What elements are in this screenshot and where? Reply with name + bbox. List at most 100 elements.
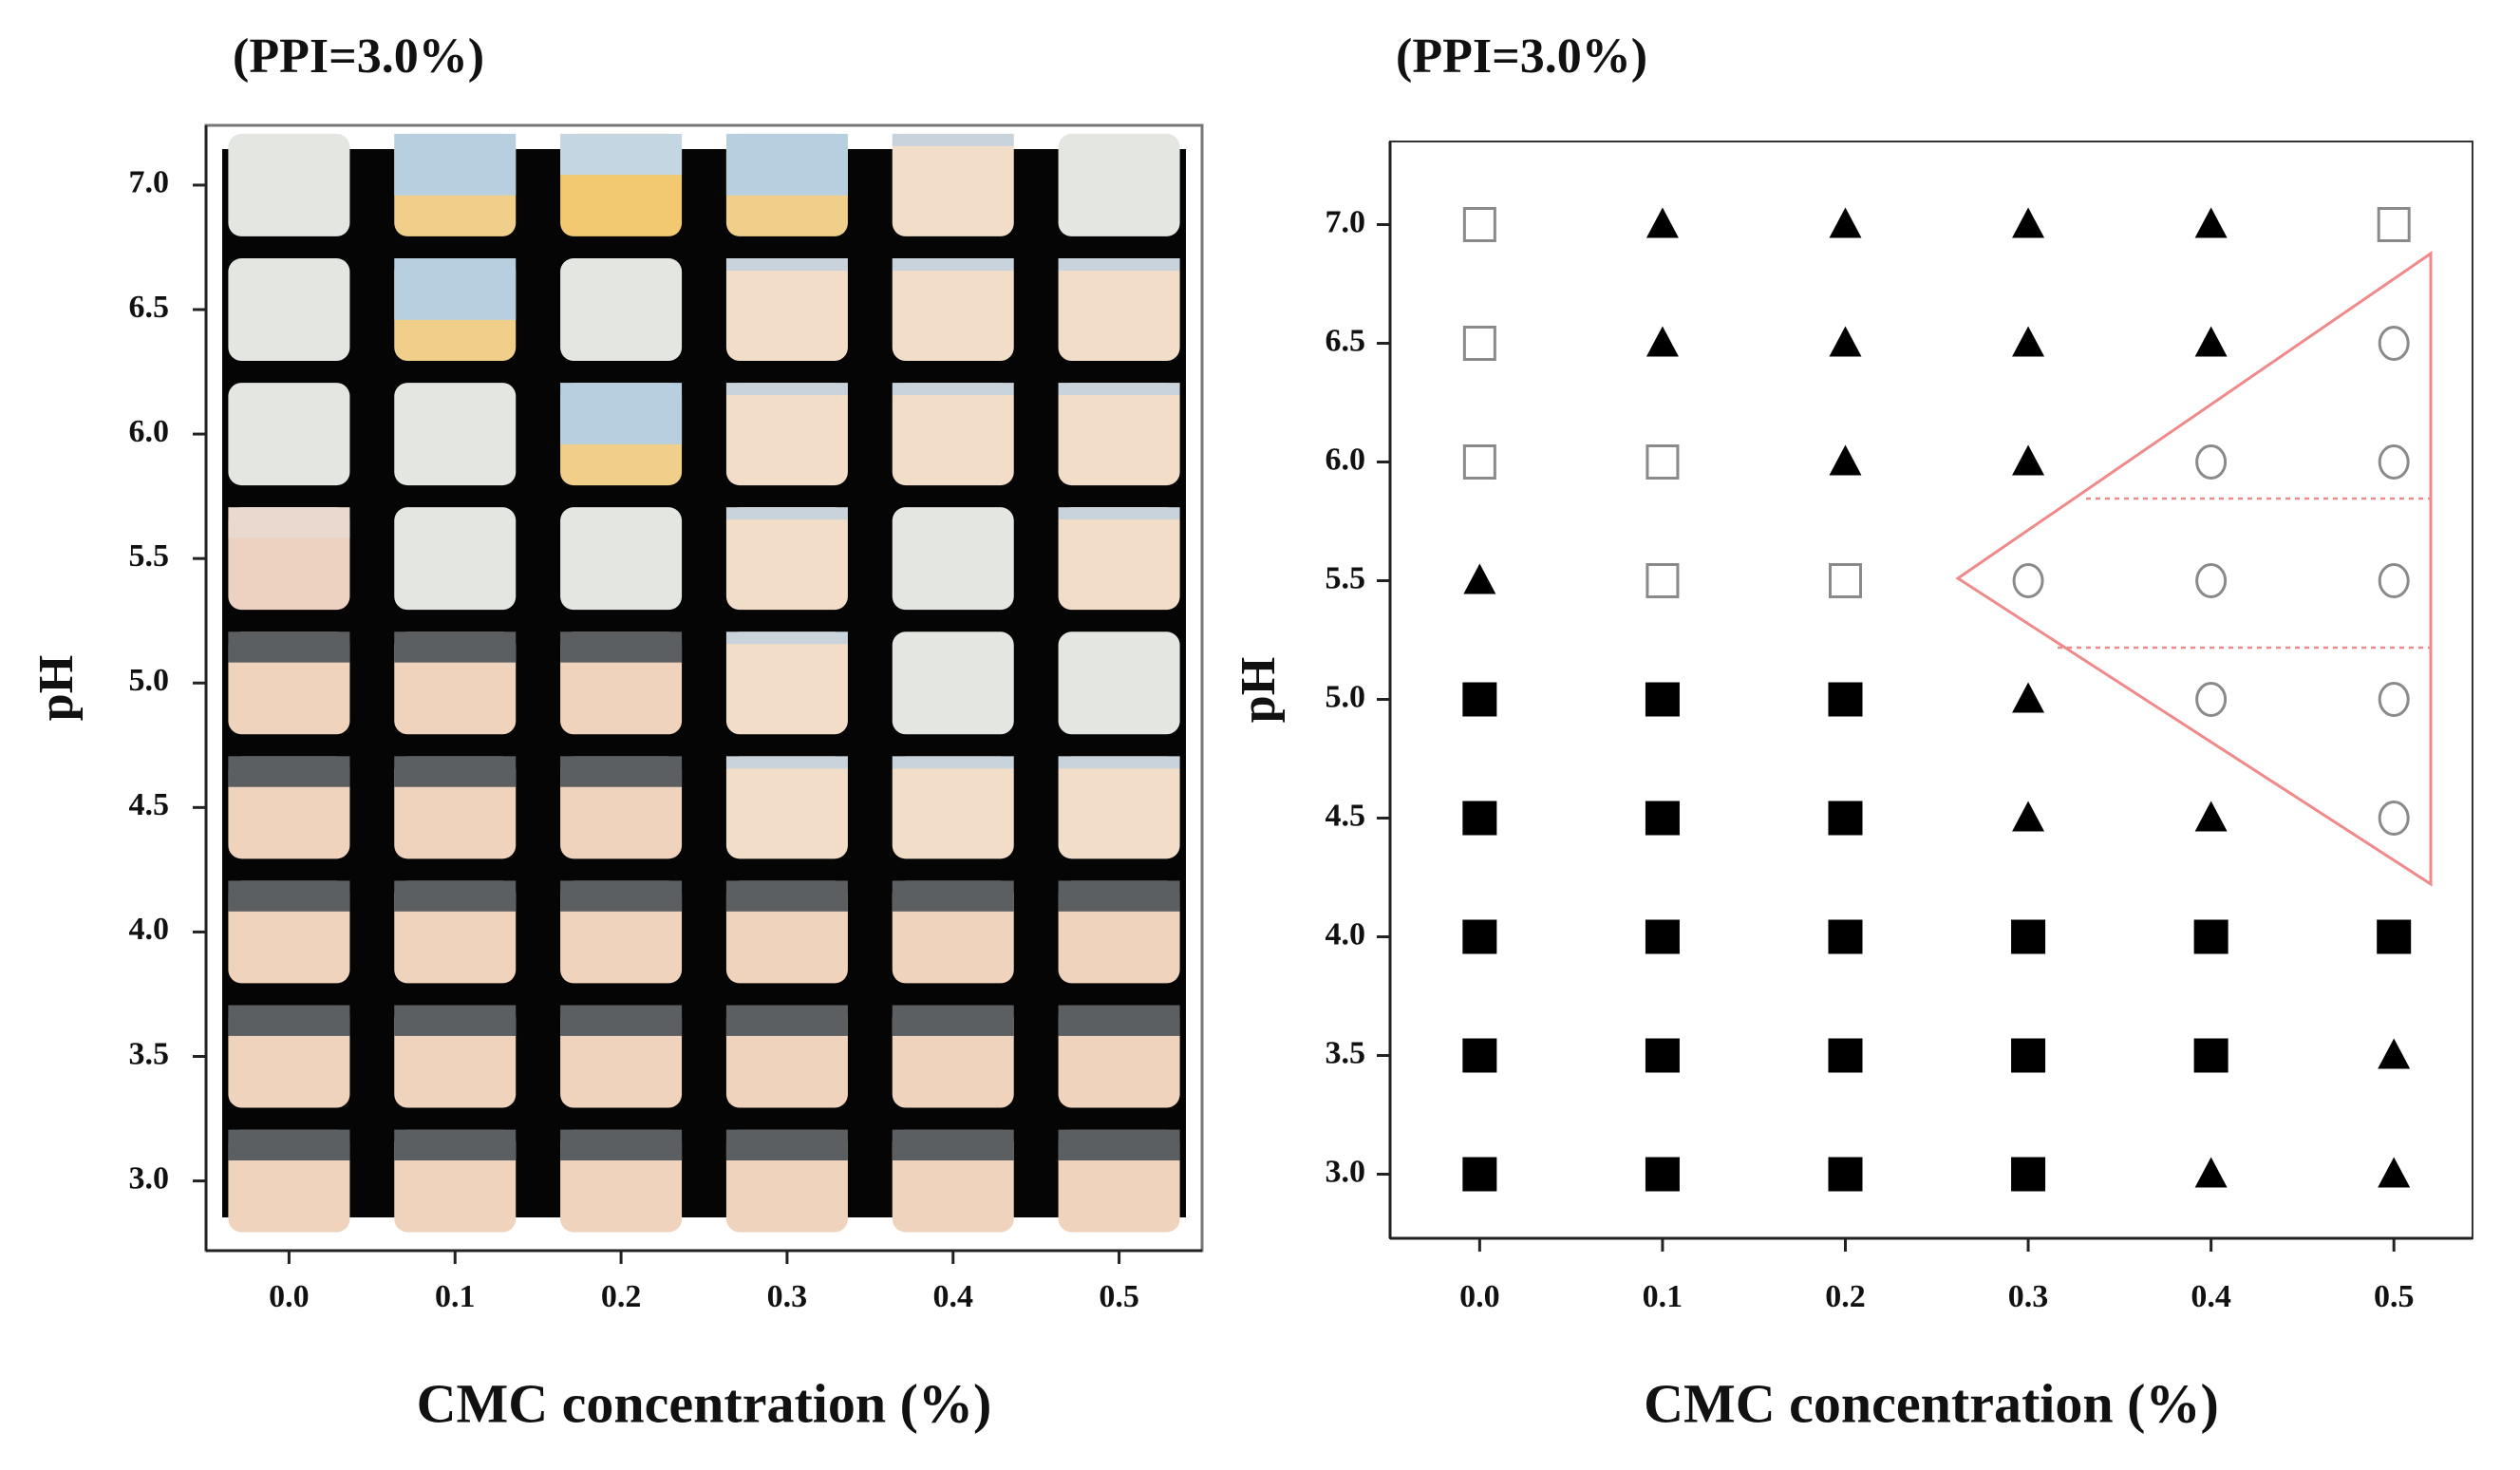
square-marker [1462,1038,1497,1073]
tube-top [560,1005,683,1036]
square-marker [1462,919,1497,954]
square-marker [1828,801,1863,836]
y-tick-label: 4.0 [129,912,170,947]
square-marker [1828,919,1863,954]
open-circle-marker [2012,563,2044,598]
tube-top [228,1129,350,1160]
tube-top [228,756,350,787]
tube-top [560,1129,683,1160]
open-square-marker [1462,207,1496,242]
x-tick-label: 0.5 [2374,1279,2415,1314]
triangle-marker [2378,1038,2411,1069]
open-circle-marker [2195,444,2228,480]
triangle-marker [1646,207,1679,238]
tube-body [394,383,517,486]
x-tick-label: 0.3 [767,1279,808,1314]
tube-top [725,880,848,912]
open-square-marker [1462,326,1496,361]
triangle-marker [2012,326,2045,357]
tube-body [1058,631,1180,735]
tube-top [394,880,517,912]
tube-top [892,133,1014,146]
square-marker [2377,919,2412,954]
tube-top [892,258,1014,271]
tube-top [725,756,848,769]
square-marker [1645,1157,1680,1192]
y-tick-label: 5.5 [1326,560,1366,595]
open-circle-marker [2378,563,2410,598]
tube-top [725,1005,848,1036]
triangle-marker [1463,563,1496,594]
tube-top [725,383,848,396]
square-marker [1828,1157,1863,1192]
triangle-marker [1829,326,1862,357]
x-tick-label: 0.4 [2191,1279,2231,1314]
open-circle-marker [2195,563,2228,598]
square-marker [2011,919,2046,954]
tube-top [560,631,683,663]
triangle-marker [1829,444,1862,476]
tube-top [560,133,683,176]
chart-title: (PPI=3.0%) [1396,29,1647,84]
tube-top [394,756,517,787]
tube-top [892,1129,1014,1160]
tube-top [725,258,848,271]
y-tick-label: 6.5 [1326,323,1366,358]
triangle-marker [2378,1157,2411,1188]
tube-top [892,880,1014,912]
tube-top [892,383,1014,396]
y-tick-label: 5.0 [1326,679,1366,714]
open-circle-marker [2378,326,2410,361]
tube-body [1058,383,1180,486]
tube-body [725,258,848,362]
triangle-marker [2012,207,2045,238]
tube-body [892,133,1014,236]
square-marker [1645,1038,1680,1073]
triangle-marker [1829,207,1862,238]
tube-top [725,631,848,645]
triangle-marker [2012,801,2045,832]
tube-body [1058,133,1180,236]
x-tick-label: 0.0 [269,1279,310,1314]
y-tick-label: 3.0 [129,1160,170,1196]
tube-top [228,507,350,538]
photo-backdrop [222,149,1186,1217]
tube-body [1058,756,1180,859]
x-tick-label: 0.1 [435,1279,476,1314]
x-axis-label: CMC concentration (%) [1644,1372,2219,1434]
tube-top [394,1005,517,1036]
square-marker [1828,682,1863,717]
tube-top [1058,383,1180,396]
region-outline [1955,251,2433,887]
y-tick-label: 4.5 [1326,798,1366,833]
plot-frame [1389,141,2473,1239]
y-tick-label: 3.5 [129,1036,170,1071]
tube-body [1058,507,1180,611]
tube-top [560,756,683,787]
tube-top [1058,1129,1180,1160]
tube-top [1058,258,1180,271]
y-tick-label: 3.5 [1326,1035,1366,1070]
square-marker [2011,1038,2046,1073]
open-square-marker [1462,444,1496,480]
tube-body [228,383,350,486]
tube-top [394,1129,517,1160]
square-marker [2193,1038,2229,1073]
tube-top [228,1005,350,1036]
open-circle-marker [2195,682,2228,717]
tube-body [892,756,1014,859]
tube-body [725,383,848,486]
triangle-marker [2194,207,2228,238]
open-square-marker [1646,563,1680,598]
tube-body [892,383,1014,486]
tube-top [892,1005,1014,1036]
x-tick-label: 0.0 [1459,1279,1500,1314]
y-tick-label: 6.5 [129,290,170,325]
x-tick-label: 0.4 [933,1279,974,1314]
tube-top [1058,756,1180,769]
x-tick-label: 0.2 [601,1279,642,1314]
tube-body [228,258,350,362]
square-marker [1645,801,1680,836]
x-axis-label: CMC concentration (%) [417,1372,992,1434]
